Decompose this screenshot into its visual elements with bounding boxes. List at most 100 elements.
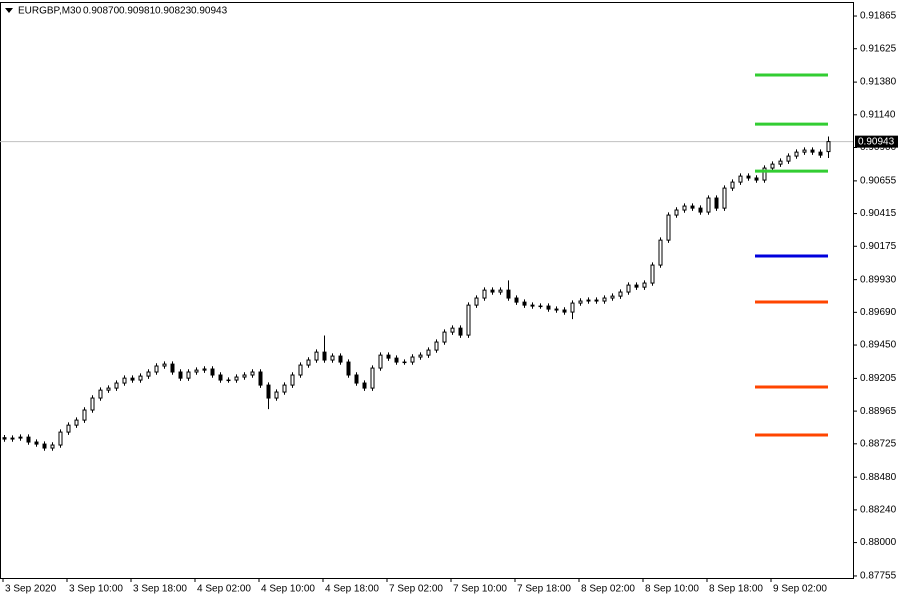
candle-body — [730, 181, 735, 189]
candle-body — [682, 205, 687, 211]
candle-body — [402, 361, 407, 364]
candle-body — [82, 409, 87, 421]
y-tick-label: 0.90415 — [860, 208, 897, 219]
y-tick-label: 0.89930 — [860, 274, 897, 285]
candle-body — [722, 187, 727, 209]
y-tick-label: 0.88480 — [860, 472, 897, 483]
candle-body — [666, 214, 671, 241]
candle-body — [418, 354, 423, 358]
x-tick-label: 7 Sep 18:00 — [517, 584, 571, 595]
candle-body — [626, 284, 631, 293]
candle-body — [410, 356, 415, 363]
candle-body — [642, 282, 647, 288]
candle-body — [98, 389, 103, 399]
candle-body — [386, 354, 391, 359]
candle-body — [738, 175, 743, 183]
y-tick-label: 0.91865 — [860, 11, 897, 22]
candle-body — [146, 371, 151, 377]
candle-body — [354, 374, 359, 384]
candle-body — [650, 264, 655, 284]
candle-body — [170, 363, 175, 373]
candle-body — [466, 304, 471, 336]
candle-body — [458, 327, 463, 336]
candle-body — [746, 175, 751, 179]
candle-body — [266, 384, 271, 399]
y-tick-label: 0.89690 — [860, 307, 897, 318]
candle-body — [690, 205, 695, 209]
candle-body — [394, 357, 399, 363]
candle-body — [658, 239, 663, 266]
candle-body — [242, 374, 247, 378]
candle-body — [42, 443, 47, 449]
x-tick-label: 8 Sep 10:00 — [645, 584, 699, 595]
candle-body — [282, 384, 287, 393]
candle-body — [130, 377, 135, 381]
price-tag-label: 0.90943 — [858, 136, 895, 147]
x-tick-label: 7 Sep 02:00 — [389, 584, 443, 595]
candle-body — [578, 300, 583, 304]
candle-body — [490, 289, 495, 293]
candle-body — [586, 299, 591, 302]
menu-arrow[interactable] — [5, 8, 13, 13]
candle-body — [122, 377, 127, 384]
candle-body — [802, 149, 807, 153]
candle-body — [106, 387, 111, 391]
candle-body — [594, 299, 599, 302]
candle-body — [258, 371, 263, 386]
candle-body — [674, 209, 679, 216]
candle-body — [426, 349, 431, 356]
candle-body — [178, 371, 183, 379]
candle-body — [778, 160, 783, 165]
candle-body — [482, 289, 487, 299]
candle-body — [442, 331, 447, 343]
x-tick-label: 4 Sep 10:00 — [261, 584, 315, 595]
y-tick-label: 0.88000 — [860, 537, 897, 548]
candle-body — [618, 291, 623, 297]
candle-body — [570, 302, 575, 313]
candle-body — [826, 141, 831, 153]
candle-body — [50, 444, 55, 449]
y-tick-label: 0.91380 — [860, 77, 897, 88]
y-tick-label: 0.88965 — [860, 406, 897, 417]
candle-body — [138, 375, 143, 381]
candle-body — [634, 284, 639, 288]
candle-body — [154, 365, 159, 373]
candle-body — [202, 368, 207, 371]
candle-body — [274, 391, 279, 399]
candle-body — [362, 382, 367, 389]
candle-body — [434, 341, 439, 351]
candle-body — [338, 355, 343, 363]
candle-body — [290, 374, 295, 386]
candle-body — [234, 376, 239, 381]
y-tick-label: 0.90655 — [860, 176, 897, 187]
candle-body — [554, 308, 559, 311]
candle-body — [34, 441, 39, 445]
candle-body — [330, 355, 335, 361]
candle-body — [114, 382, 119, 389]
candle-body — [546, 305, 551, 310]
candle-body — [786, 155, 791, 162]
plot-frame — [0, 2, 854, 579]
candle-body — [58, 431, 63, 446]
y-tick-label: 0.88240 — [860, 505, 897, 516]
candle-body — [66, 424, 71, 433]
candle-body — [794, 151, 799, 157]
candle-body — [770, 163, 775, 169]
x-tick-label: 8 Sep 18:00 — [709, 584, 763, 595]
x-tick-label: 7 Sep 10:00 — [453, 584, 507, 595]
candle-body — [378, 354, 383, 369]
candle-body — [714, 197, 719, 209]
candle-body — [90, 397, 95, 411]
candle-body — [18, 436, 23, 439]
candle-body — [322, 351, 327, 361]
candle-body — [162, 363, 167, 367]
y-tick-label: 0.87755 — [860, 571, 897, 582]
candle-body — [226, 379, 231, 382]
candle-body — [10, 437, 15, 440]
candle-body — [74, 419, 79, 426]
candle-body — [602, 297, 607, 302]
candle-body — [530, 304, 535, 307]
candle-body — [474, 297, 479, 306]
ohlc-open: 0.90870 — [83, 6, 120, 17]
